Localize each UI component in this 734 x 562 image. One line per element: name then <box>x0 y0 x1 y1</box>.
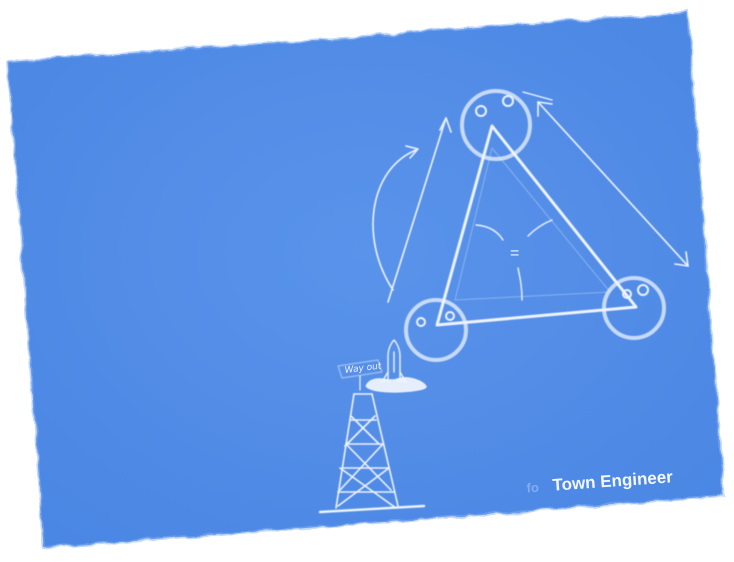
tower-sketch <box>318 393 426 514</box>
left-node-circle <box>404 298 468 362</box>
blueprint-card <box>6 10 726 550</box>
main-triangle <box>435 124 638 327</box>
center-arrow-right <box>527 219 553 237</box>
right-dimension-arrowhead-top <box>537 101 553 117</box>
blueprint-paper-edge <box>6 10 726 550</box>
center-arrow-left <box>475 224 504 241</box>
signpost-label: Way out <box>344 362 382 376</box>
equals-symbol: = <box>510 245 519 262</box>
caption-faint-prefix: fo <box>526 480 539 496</box>
dimension-tick <box>522 91 553 101</box>
ground-line <box>318 504 426 514</box>
left-dimension-arrowhead <box>439 117 452 133</box>
top-node-circle <box>460 89 532 161</box>
right-dimension-arrowhead-bottom <box>674 251 689 267</box>
left-dimension-line <box>387 117 447 303</box>
cloud-platform <box>365 377 427 393</box>
right-dimension-line <box>537 101 689 267</box>
chalk-drawing <box>318 89 689 514</box>
curved-arrowhead <box>405 145 419 159</box>
blueprint-paper <box>8 12 724 548</box>
right-node-circle <box>602 276 666 340</box>
signpost <box>337 359 383 391</box>
center-arrow-bottom <box>517 267 523 301</box>
curved-arrow <box>372 149 417 291</box>
rocket-icon <box>381 339 407 383</box>
